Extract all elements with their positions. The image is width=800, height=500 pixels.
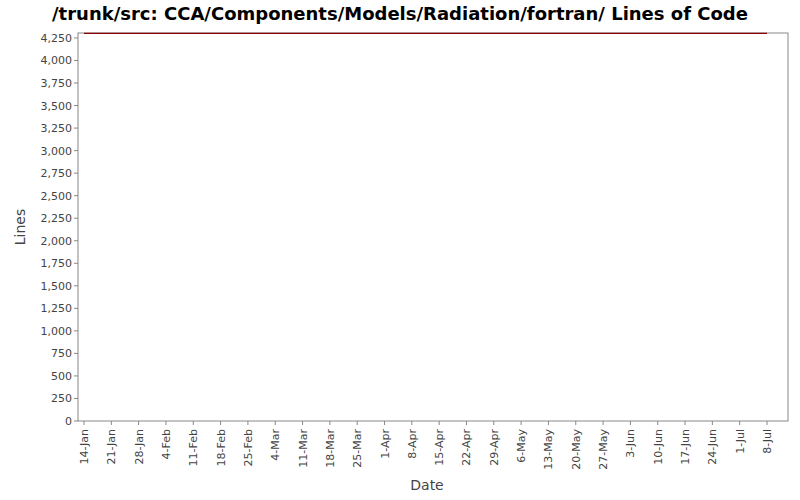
y-tick xyxy=(74,308,78,309)
x-tick-label: 11-Mar xyxy=(297,429,310,468)
x-tick-label: 11-Feb xyxy=(187,429,200,466)
x-tick xyxy=(439,421,440,425)
y-tick xyxy=(74,195,78,196)
y-tick xyxy=(74,105,78,106)
y-tick-label: 3,250 xyxy=(41,122,73,135)
y-tick xyxy=(74,285,78,286)
x-tick xyxy=(712,421,713,425)
x-tick xyxy=(302,421,303,425)
y-tick-label: 2,750 xyxy=(41,167,73,180)
x-tick-label: 20-May xyxy=(570,429,583,470)
x-tick-label: 13-May xyxy=(542,429,555,470)
x-tick xyxy=(165,421,166,425)
y-tick-label: 1,750 xyxy=(41,257,73,270)
y-tick xyxy=(74,83,78,84)
series-group xyxy=(84,33,767,34)
x-tick-label: 27-May xyxy=(597,429,610,470)
x-tick-label: 25-Mar xyxy=(351,429,364,468)
x-tick xyxy=(384,421,385,425)
x-tick-label: 14-Jan xyxy=(78,429,91,465)
x-tick-label: 8-Jul xyxy=(761,429,774,454)
title: /trunk/src: CCA/Components/Models/Radiat… xyxy=(52,3,748,24)
x-tick xyxy=(603,421,604,425)
background xyxy=(0,0,800,500)
x-tick xyxy=(138,421,139,425)
y-tick-label: 3,500 xyxy=(41,100,73,113)
x-tick-label: 10-Jun xyxy=(652,429,665,465)
x-tick xyxy=(767,421,768,425)
y-tick xyxy=(74,330,78,331)
y-tick-label: 250 xyxy=(51,392,72,405)
x-tick-label: 25-Feb xyxy=(242,429,255,466)
x-tick xyxy=(548,421,549,425)
y-tick xyxy=(74,263,78,264)
y-tick-label: 4,000 xyxy=(41,54,73,67)
y-tick-label: 1,500 xyxy=(41,280,73,293)
y-tick xyxy=(74,150,78,151)
x-tick-label: 28-Jan xyxy=(133,429,146,465)
x-tick xyxy=(84,421,85,425)
x-tick xyxy=(411,421,412,425)
x-tick-label: 18-Feb xyxy=(215,429,228,466)
x-tick-label: 1-Apr xyxy=(379,429,392,459)
x-tick xyxy=(111,421,112,425)
x-tick xyxy=(275,421,276,425)
x-tick xyxy=(493,421,494,425)
x-tick xyxy=(220,421,221,425)
y-tick xyxy=(74,398,78,399)
y-tick xyxy=(74,421,78,422)
x-tick-label: 4-Feb xyxy=(160,429,173,459)
x-tick-label: 4-Mar xyxy=(269,429,282,461)
chart: /trunk/src: CCA/Components/Models/Radiat… xyxy=(0,0,800,500)
x-tick xyxy=(630,421,631,425)
x-tick-label: 6-May xyxy=(515,429,528,463)
x-tick xyxy=(521,421,522,425)
y-tick xyxy=(74,240,78,241)
y-tick-label: 3,000 xyxy=(41,145,73,158)
x-tick-label: 18-Mar xyxy=(324,429,337,468)
x-tick xyxy=(329,421,330,425)
x-tick-label: 22-Apr xyxy=(460,429,473,466)
x-tick xyxy=(575,421,576,425)
y-axis-label: Lines xyxy=(12,209,28,245)
y-tick-label: 1,250 xyxy=(41,302,73,315)
x-tick-label: 21-Jan xyxy=(105,429,118,465)
x-tick-label: 15-Apr xyxy=(433,429,446,466)
y-tick xyxy=(74,218,78,219)
y-tick xyxy=(74,173,78,174)
x-tick xyxy=(685,421,686,425)
x-tick-label: 24-Jun xyxy=(706,429,719,465)
plot-frame xyxy=(78,33,788,421)
x-tick xyxy=(466,421,467,425)
y-tick-label: 500 xyxy=(51,370,72,383)
y-tick xyxy=(74,60,78,61)
y-tick xyxy=(74,37,78,38)
y-tick-label: 2,250 xyxy=(41,212,73,225)
y-tick-label: 3,750 xyxy=(41,77,73,90)
y-tick-label: 2,500 xyxy=(41,190,73,203)
x-tick xyxy=(193,421,194,425)
x-tick xyxy=(357,421,358,425)
x-tick xyxy=(247,421,248,425)
x-tick-label: 3-Jun xyxy=(624,429,637,458)
x-axis-label: Date xyxy=(410,477,443,493)
y-tick xyxy=(74,128,78,129)
y-tick-label: 0 xyxy=(65,415,72,428)
y-tick xyxy=(74,375,78,376)
x-tick-label: 1-Jul xyxy=(734,429,747,454)
x-tick xyxy=(739,421,740,425)
x-tick-label: 29-Apr xyxy=(488,429,501,466)
y-tick-label: 2,000 xyxy=(41,235,73,248)
y-tick xyxy=(74,353,78,354)
x-tick-label: 8-Apr xyxy=(406,429,419,459)
y-tick-label: 4,250 xyxy=(41,32,73,45)
x-tick xyxy=(657,421,658,425)
x-tick-label: 17-Jun xyxy=(679,429,692,465)
y-tick-label: 750 xyxy=(51,347,72,360)
line xyxy=(84,33,767,34)
y-tick-label: 1,000 xyxy=(41,325,73,338)
